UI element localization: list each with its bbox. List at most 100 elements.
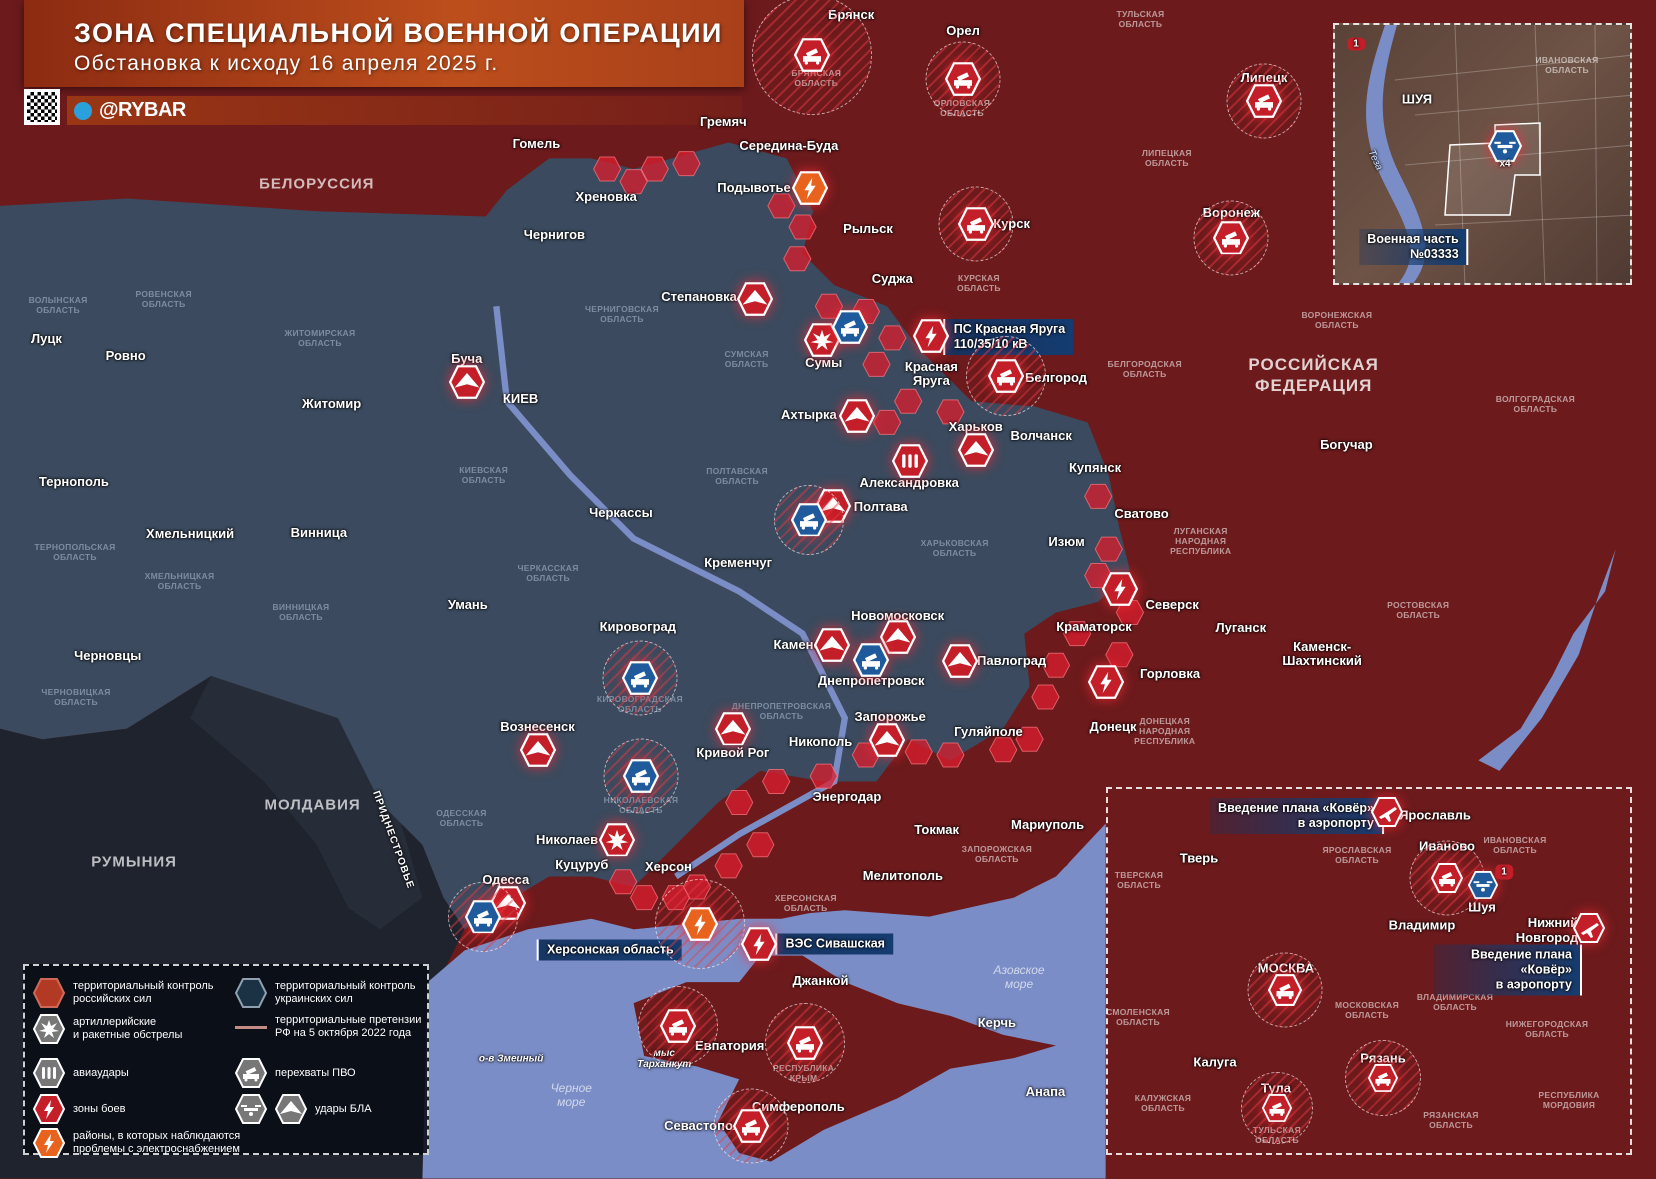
power-outage-icon [32, 1128, 66, 1158]
combat-hex [878, 325, 907, 351]
combat-hex [814, 293, 844, 319]
legend: территориальный контроль российских сил т… [23, 964, 429, 1158]
qr-code-icon[interactable] [24, 89, 60, 125]
air-defense-ua-icon[interactable] [621, 661, 659, 695]
drone-strike-icon[interactable] [1487, 130, 1523, 162]
combat-hex [893, 388, 923, 414]
combat-hex [593, 156, 622, 182]
air-defense-ua-icon[interactable] [831, 310, 869, 345]
air-defense-icon[interactable] [988, 359, 1025, 393]
combat-hex [714, 853, 743, 879]
uav-strike-icon[interactable] [714, 711, 751, 746]
combat-hex [746, 832, 775, 858]
legend-item: зоны боев [32, 1094, 126, 1124]
combat-hex [1115, 599, 1145, 625]
uav-strike-icon[interactable] [957, 432, 994, 467]
russian-control-icon [32, 978, 66, 1008]
legend-label: авиаудары [73, 1066, 129, 1079]
uav-strike-icon[interactable] [868, 723, 906, 758]
page-title: ЗОНА СПЕЦИАЛЬНОЙ ВОЕННОЙ ОПЕРАЦИИ [74, 18, 723, 48]
ukrainian-control-icon [234, 978, 268, 1008]
legend-item: перехваты ПВО [234, 1058, 356, 1088]
drone-icon [234, 1094, 268, 1124]
telegram-icon[interactable] [74, 102, 92, 120]
artillery-icon [32, 1014, 66, 1044]
artillery-icon[interactable] [598, 822, 635, 857]
uav-strike-icon[interactable] [839, 399, 876, 433]
air-defense-icon[interactable] [786, 1026, 823, 1061]
airport-plane-icon[interactable] [1572, 913, 1606, 943]
legend-label: перехваты ПВО [275, 1066, 356, 1079]
uav-strike-icon[interactable] [448, 365, 485, 400]
air-defense-icon[interactable] [1367, 1063, 1399, 1093]
air-defense-icon[interactable] [1430, 863, 1464, 893]
combat-hex [783, 246, 812, 272]
air-defense-icon[interactable] [1261, 1093, 1293, 1123]
combat-hex [640, 156, 669, 182]
brand-handle[interactable]: @RYBAR [99, 99, 186, 121]
combat-hex [608, 869, 638, 895]
legend-label: зоны боев [73, 1102, 126, 1115]
uav-strike-icon [274, 1094, 308, 1124]
dnieper-river [493, 305, 849, 880]
air-defense-icon[interactable] [957, 206, 994, 241]
combat-zone-icon[interactable] [1102, 572, 1139, 607]
combat-zone-icon[interactable] [913, 318, 950, 353]
air-defense-ua-icon[interactable] [622, 759, 660, 794]
air-defense-icon[interactable] [659, 1009, 697, 1044]
air-defense-icon[interactable] [1245, 84, 1283, 119]
combat-hex [725, 790, 754, 816]
legend-label: артиллерийские и ракетные обстрелы [73, 1016, 183, 1041]
air-defense-icon[interactable] [793, 38, 831, 72]
power-outage-icon[interactable] [681, 907, 719, 941]
combat-hex [1041, 652, 1071, 678]
legend-item: авиаудары [32, 1058, 129, 1088]
combat-hex [1094, 536, 1123, 562]
uav-strike-icon[interactable] [736, 281, 774, 316]
artillery-icon[interactable] [803, 323, 840, 357]
uav-strike-icon[interactable] [813, 628, 851, 663]
combat-hex [788, 214, 817, 240]
air-defense-ua-icon[interactable] [790, 502, 828, 537]
power-outage-icon[interactable] [791, 171, 829, 205]
airstrike-icon [32, 1058, 66, 1088]
kherson-coast [591, 728, 1106, 930]
air-defense-ua-icon[interactable] [853, 643, 890, 677]
combat-hex [936, 399, 965, 425]
legend-label: территориальный контроль украинских сил [275, 980, 416, 1005]
brand-bar: @RYBAR [67, 96, 742, 125]
uav-strike-icon[interactable] [879, 619, 916, 654]
air-defense-ua-icon[interactable] [464, 899, 501, 934]
airport-plane-icon[interactable] [1370, 797, 1404, 827]
airstrike-icon[interactable] [892, 444, 929, 479]
combat-hex [1084, 483, 1113, 509]
legend-item: территориальные претензии РФ на 5 октябр… [235, 1014, 421, 1040]
drone-strike-icon[interactable] [1467, 870, 1499, 900]
legend-label: территориальные претензии РФ на 5 октябр… [275, 1014, 422, 1039]
legend-label: районы, в которых наблюдаются проблемы с… [73, 1130, 241, 1155]
combat-zone-icon[interactable] [1087, 665, 1124, 700]
moldova-border [190, 675, 423, 930]
page-subtitle: Обстановка к исходу 16 апреля 2025 г. [74, 52, 499, 75]
legend-item: районы, в которых наблюдаются проблемы с… [32, 1128, 241, 1158]
combat-hex [629, 885, 659, 911]
inset-shuya-map [1366, 25, 1630, 283]
air-defense-icon[interactable] [944, 62, 982, 97]
combat-hex [936, 742, 965, 768]
air-defense-icon[interactable] [1267, 974, 1303, 1006]
combat-hex [1105, 642, 1134, 668]
inset-shuya-satellite [1333, 23, 1632, 285]
legend-label: территориальный контроль российских сил [73, 980, 214, 1005]
combat-hex [1062, 621, 1092, 647]
uav-strike-icon[interactable] [519, 732, 556, 767]
combat-hex [809, 763, 838, 789]
combat-hex [767, 193, 796, 219]
combat-hex [1015, 726, 1044, 752]
combat-hex [761, 768, 791, 794]
uav-strike-icon[interactable] [941, 644, 979, 678]
combat-zone-icon[interactable] [741, 927, 778, 961]
header-banner: ЗОНА СПЕЦИАЛЬНОЙ ВОЕННОЙ ОПЕРАЦИИ Обстан… [24, 0, 744, 87]
air-defense-icon [234, 1058, 268, 1088]
air-defense-icon[interactable] [1213, 220, 1250, 255]
air-defense-icon[interactable] [732, 1108, 769, 1143]
